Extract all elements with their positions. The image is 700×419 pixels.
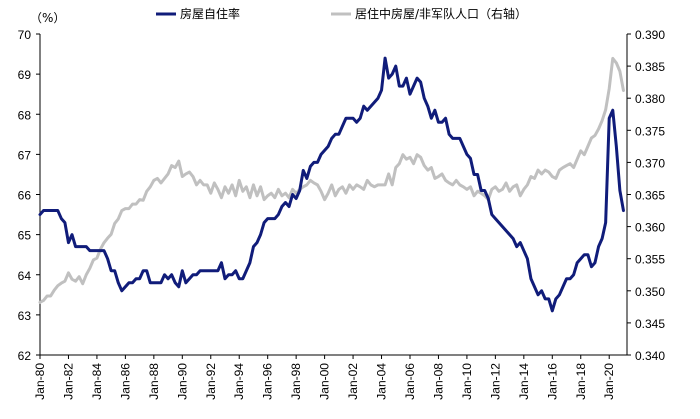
x-tick-label: Jan-08 xyxy=(431,363,445,400)
x-tick-label: Jan-10 xyxy=(460,363,474,400)
right-tick-label: 0.380 xyxy=(635,92,665,106)
x-tick-label: Jan-88 xyxy=(147,363,161,400)
x-tick-label: Jan-82 xyxy=(61,363,75,400)
x-tick-label: Jan-92 xyxy=(204,363,218,400)
right-tick-label: 0.345 xyxy=(635,317,665,331)
legend-label-owner-occupancy: 房屋自住率 xyxy=(180,6,240,21)
left-tick-label: 64 xyxy=(18,269,32,283)
x-tick-label: Jan-00 xyxy=(318,363,332,400)
right-tick-label: 0.370 xyxy=(635,156,665,170)
series-line-occupied-housing-ratio xyxy=(38,56,625,304)
left-tick-label: 69 xyxy=(18,68,32,82)
left-tick-label: 68 xyxy=(18,108,32,122)
left-tick-label: 62 xyxy=(18,349,32,363)
left-tick-label: 70 xyxy=(18,28,32,42)
x-tick-label: Jan-02 xyxy=(346,363,360,400)
right-tick-label: 0.360 xyxy=(635,221,665,235)
left-tick-label: 67 xyxy=(18,148,32,162)
right-tick-label: 0.350 xyxy=(635,285,665,299)
series-group xyxy=(38,56,625,313)
x-tick-label: Jan-04 xyxy=(375,363,389,400)
left-tick-label: 66 xyxy=(18,189,32,203)
x-tick-label: Jan-20 xyxy=(602,363,616,400)
legend-label-occupied-housing-ratio: 居住中房屋/非军队人口（右轴） xyxy=(355,6,527,21)
right-tick-label: 0.385 xyxy=(635,60,665,74)
right-tick-label: 0.375 xyxy=(635,124,665,138)
right-tick-label: 0.340 xyxy=(635,349,665,363)
legend: （%） 房屋自住率 居住中房屋/非军队人口（右轴） xyxy=(30,6,527,25)
x-tick-label: Jan-90 xyxy=(175,363,189,400)
x-tick-label: Jan-18 xyxy=(574,363,588,400)
left-axis-unit: （%） xyxy=(30,11,65,25)
x-tick-label: Jan-84 xyxy=(90,363,104,400)
x-tick-label: Jan-94 xyxy=(232,363,246,400)
x-tick-label: Jan-14 xyxy=(517,363,531,400)
x-tick-label: Jan-12 xyxy=(488,363,502,400)
x-tick-label: Jan-96 xyxy=(261,363,275,400)
left-tick-label: 65 xyxy=(18,229,32,243)
x-tick-label: Jan-80 xyxy=(33,363,47,400)
x-tick-label: Jan-98 xyxy=(289,363,303,400)
axes-group: 62 63 64 65 66 67 68 69 70 0.340 0.345 0.350 0.355 0.… xyxy=(18,28,666,400)
right-tick-label: 0.365 xyxy=(635,189,665,203)
right-tick-label: 0.355 xyxy=(635,253,665,267)
left-tick-label: 63 xyxy=(18,309,32,323)
series-line-owner-occupancy xyxy=(38,56,625,313)
x-tick-label: Jan-86 xyxy=(118,363,132,400)
x-tick-label: Jan-06 xyxy=(403,363,417,400)
right-tick-label: 0.390 xyxy=(635,28,665,42)
x-tick-label: Jan-16 xyxy=(545,363,559,400)
